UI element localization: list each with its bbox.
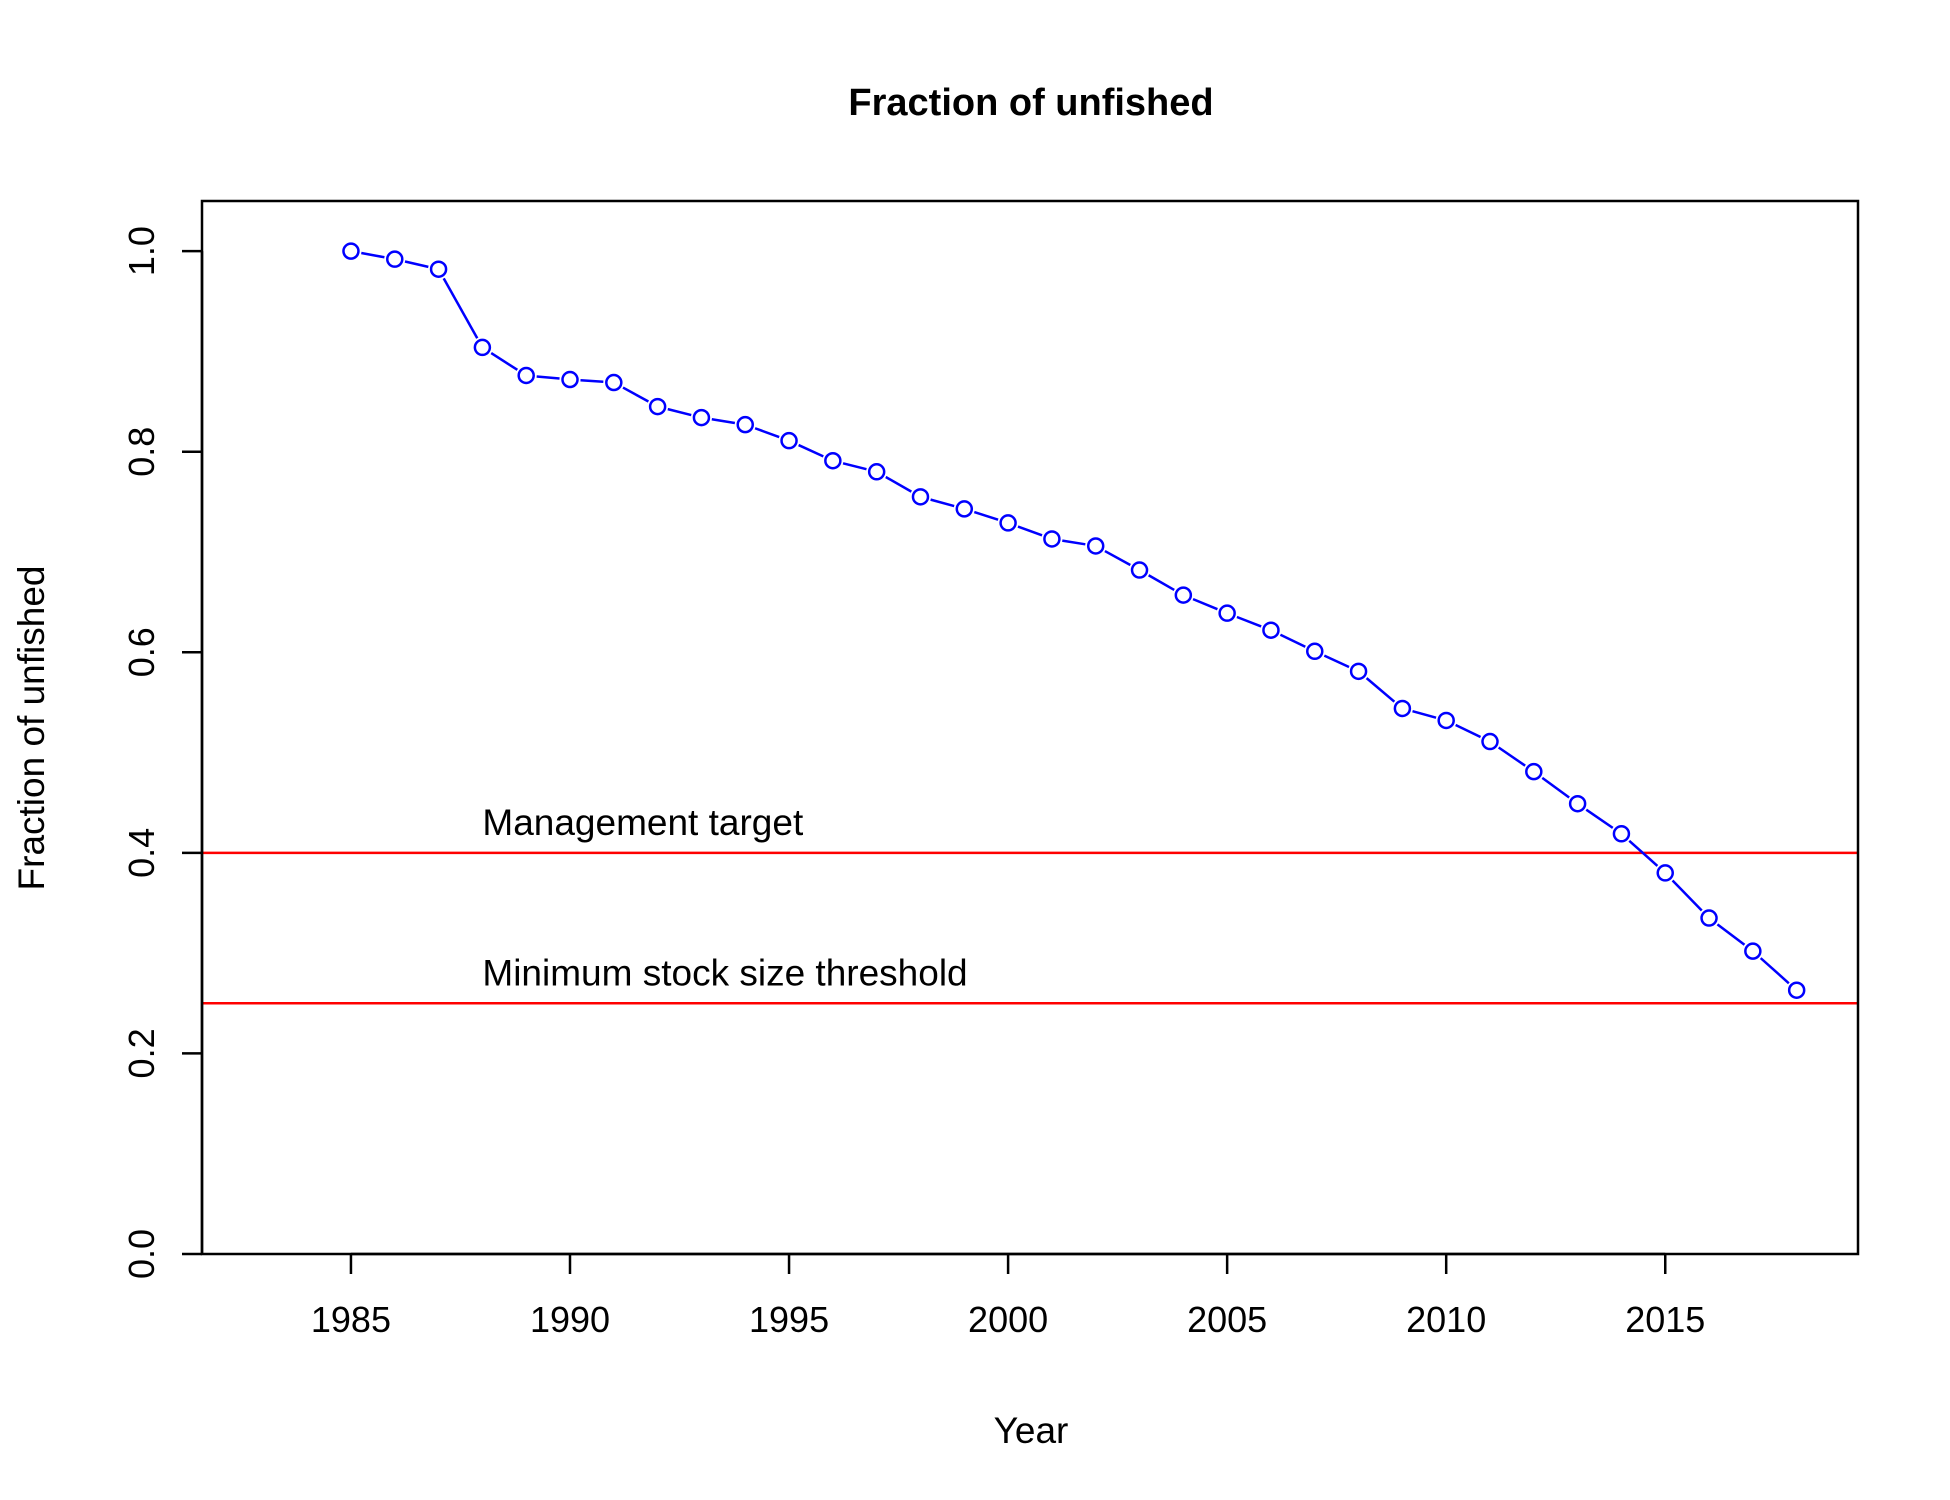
data-point bbox=[1130, 561, 1149, 579]
series-segment bbox=[667, 407, 692, 417]
series-segment bbox=[622, 386, 650, 403]
data-point bbox=[1744, 942, 1762, 960]
data-point bbox=[1218, 604, 1236, 622]
data-point bbox=[561, 370, 579, 389]
series-segment bbox=[798, 443, 824, 458]
x-axis-label: Year bbox=[994, 1410, 1069, 1451]
y-axis: 0.0 0.2 0.4 0.6 0.8 1.0 bbox=[121, 226, 204, 1279]
data-point bbox=[911, 488, 930, 506]
y-tick-label: 0.8 bbox=[121, 427, 162, 477]
data-point bbox=[429, 260, 448, 278]
x-tick-label: 1995 bbox=[749, 1299, 829, 1340]
data-point bbox=[736, 415, 754, 434]
x-tick-label: 2000 bbox=[968, 1299, 1048, 1340]
series-segment bbox=[361, 251, 385, 259]
data-point bbox=[692, 408, 711, 427]
data-point bbox=[955, 500, 974, 518]
data-point bbox=[1349, 662, 1368, 681]
data-point bbox=[1174, 586, 1193, 604]
data-point bbox=[342, 242, 360, 260]
series-segment bbox=[536, 375, 560, 380]
series-segment bbox=[973, 510, 999, 521]
y-tick-label: 1.0 bbox=[121, 226, 162, 276]
x-tick-label: 2005 bbox=[1187, 1299, 1267, 1340]
series-segment bbox=[1541, 776, 1570, 799]
data-point bbox=[1568, 794, 1587, 813]
series-segment bbox=[1323, 654, 1350, 669]
y-tick-label: 0.6 bbox=[121, 627, 162, 677]
data-point bbox=[780, 431, 798, 450]
y-tick-label: 0.0 bbox=[121, 1229, 162, 1279]
series-segment bbox=[1148, 574, 1175, 591]
reference-line-label: Management target bbox=[482, 802, 804, 843]
series-segment bbox=[930, 498, 955, 508]
data-point bbox=[1262, 621, 1280, 639]
data-point bbox=[1656, 864, 1674, 882]
series-segment bbox=[1062, 539, 1086, 546]
data-point bbox=[1481, 732, 1499, 751]
data-point bbox=[1437, 711, 1455, 730]
series-segment bbox=[1236, 615, 1262, 628]
data-point bbox=[473, 338, 492, 357]
x-axis: 1985 1990 1995 2000 2005 2010 2015 bbox=[311, 1252, 1705, 1340]
plot-frame bbox=[200, 199, 1860, 1256]
x-tick-label: 1985 bbox=[311, 1299, 391, 1340]
data-point bbox=[1525, 762, 1543, 781]
series-segment bbox=[1497, 746, 1526, 767]
data-point bbox=[1787, 981, 1806, 999]
series-segment bbox=[1017, 525, 1043, 537]
x-tick-label: 2015 bbox=[1625, 1299, 1705, 1340]
series-segment bbox=[404, 260, 429, 269]
data-point bbox=[648, 397, 667, 416]
reference-line-label: Minimum stock size threshold bbox=[482, 952, 967, 993]
series-segment bbox=[711, 418, 736, 425]
data-point bbox=[1086, 537, 1105, 555]
y-axis-label: Fraction of unfished bbox=[11, 566, 52, 891]
x-tick-label: 1990 bbox=[530, 1299, 610, 1340]
data-point bbox=[1700, 909, 1718, 927]
series-segment bbox=[1759, 957, 1790, 985]
reference-lines: Management target Minimum stock size thre… bbox=[202, 802, 1858, 1005]
data-point bbox=[605, 373, 623, 392]
series-segment bbox=[1716, 923, 1746, 946]
data-point bbox=[1612, 825, 1631, 843]
series-segment bbox=[580, 378, 604, 384]
series-segment bbox=[1585, 808, 1614, 829]
data-point bbox=[1043, 530, 1061, 548]
series-segment bbox=[1671, 879, 1703, 912]
series-segment bbox=[490, 352, 519, 371]
data-point bbox=[867, 463, 886, 481]
series-segment bbox=[442, 277, 479, 339]
y-tick-label: 0.4 bbox=[121, 828, 162, 878]
data-point bbox=[517, 366, 535, 385]
data-point bbox=[824, 451, 842, 470]
series-segment bbox=[1365, 677, 1396, 703]
data-point bbox=[1393, 699, 1412, 718]
series-segment bbox=[885, 475, 912, 493]
series-layer bbox=[342, 242, 1806, 999]
series-segment bbox=[1628, 839, 1659, 867]
y-tick-label: 0.2 bbox=[121, 1028, 162, 1078]
data-point bbox=[1306, 642, 1324, 661]
series-segment bbox=[842, 462, 867, 471]
data-point bbox=[386, 250, 404, 268]
x-tick-label: 2010 bbox=[1406, 1299, 1486, 1340]
series-segment bbox=[1455, 723, 1482, 739]
series-segment bbox=[1104, 549, 1131, 567]
data-point bbox=[999, 514, 1017, 532]
series-segment bbox=[1279, 633, 1306, 648]
series-segment bbox=[1412, 710, 1437, 719]
series-segment bbox=[1192, 597, 1218, 611]
chart-title: Fraction of unfished bbox=[848, 82, 1213, 124]
series-segment bbox=[754, 427, 780, 439]
